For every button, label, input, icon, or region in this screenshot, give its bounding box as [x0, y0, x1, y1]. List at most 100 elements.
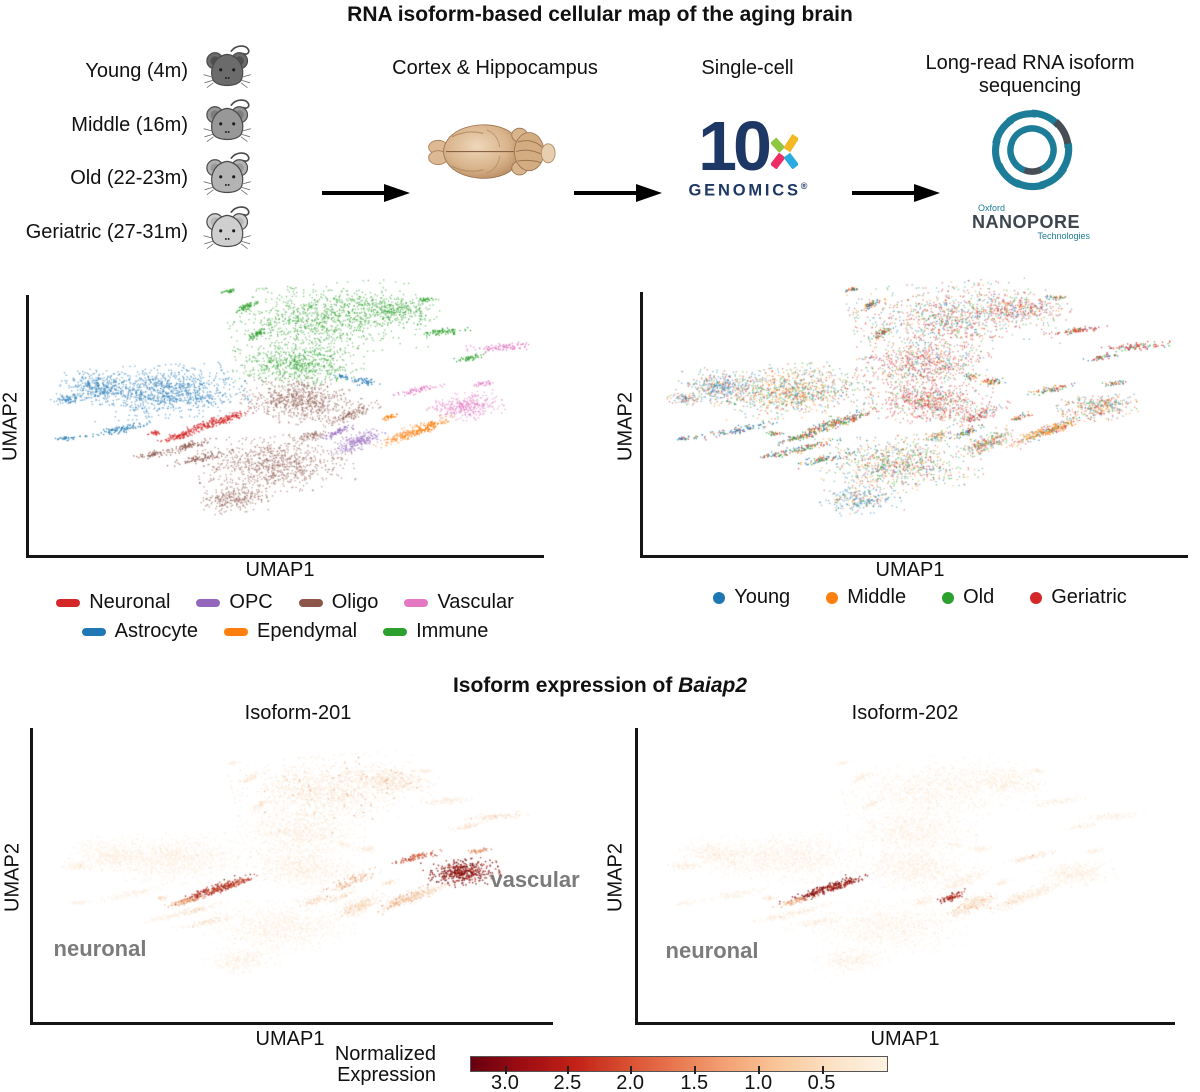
age-group-row: Old (22-23m) — [28, 152, 254, 205]
celltype-legend: Neuronal OPC Oligo Vascular Astrocyte Ependym… — [16, 591, 554, 649]
mouse-brain-icon — [426, 110, 556, 199]
step-cortex-label: Cortex & Hippocampus — [392, 57, 598, 79]
isoform202-xlabel: UMAP1 — [870, 1028, 940, 1050]
legend-label: OPC — [229, 591, 273, 613]
legend-dot — [942, 591, 955, 604]
legend-item: Old — [942, 586, 994, 609]
legend-label: Immune — [416, 620, 489, 642]
mouse-icon — [202, 97, 254, 154]
umap-isoform202-canvas — [640, 732, 1168, 1020]
tenx-genomics-logo: 10 GENOMICS® — [680, 107, 816, 201]
colorbar-tick-label: 0.5 — [807, 1072, 836, 1092]
legend-label: Middle — [847, 586, 907, 608]
colorbar-tick — [758, 1066, 761, 1074]
mouse-icon — [202, 43, 254, 100]
annotation-neuronal-202: neuronal — [665, 938, 759, 963]
nanopore-logo: Oxford NANOPORE Technologies — [972, 102, 1092, 241]
legend-swatch — [224, 627, 249, 636]
legend-label: Oligo — [331, 591, 379, 613]
legend-item: Ependymal — [224, 620, 357, 643]
isoform-section-title: Isoform expression of Baiap2 — [0, 674, 1200, 698]
celltype-legend-row: Astrocyte Ependymal Immune — [16, 620, 554, 643]
umap-isoform201-canvas — [34, 732, 552, 1020]
isoform202-axes — [635, 728, 1175, 1025]
colorbar-label-line2: Expression — [337, 1064, 436, 1086]
legend-item: OPC — [196, 591, 273, 614]
legend-item: Vascular — [404, 591, 514, 614]
colorbar-tick — [504, 1066, 507, 1074]
age-xlabel: UMAP1 — [875, 559, 945, 581]
age-group-row: Middle (16m) — [28, 97, 254, 154]
colorbar-tick — [567, 1066, 570, 1074]
arrow-2-icon — [574, 184, 662, 207]
age-group-label: Young (4m) — [85, 60, 188, 82]
legend-label: Young — [734, 586, 791, 608]
legend-swatch — [383, 627, 408, 636]
celltype-xlabel: UMAP1 — [245, 559, 315, 581]
legend-swatch — [196, 598, 221, 607]
workflow-row: Young (4m) Middle (16m) Old (22-23m) — [0, 40, 1200, 265]
umap-celltype-canvas — [30, 274, 550, 552]
nanopore-wordmark: NANOPORE — [972, 212, 1081, 232]
age-group-label: Old (22-23m) — [70, 167, 188, 189]
annotation-vascular: vascular — [490, 867, 580, 892]
colorbar-tick-label: 1.0 — [744, 1072, 773, 1092]
age-axes — [640, 292, 1188, 558]
age-legend: Young Middle Old Geriatric — [660, 586, 1180, 609]
legend-swatch — [298, 598, 323, 607]
step-singlecell-label: Single-cell — [701, 57, 794, 79]
legend-item: Oligo — [298, 591, 379, 614]
colorbar-tick-label: 1.5 — [680, 1072, 709, 1092]
colorbar-label-line1: Normalized — [334, 1043, 436, 1065]
nanopore-oxford-label: Oxford — [978, 203, 1006, 213]
legend-item: Middle — [826, 586, 906, 609]
mouse-icon — [202, 150, 254, 207]
legend-swatch — [404, 598, 429, 607]
tenx-number: 10 — [698, 107, 772, 185]
colorbar-tick-label: 2.5 — [553, 1072, 582, 1092]
age-group-label: Geriatric (27-31m) — [25, 220, 188, 243]
umap-age-canvas — [646, 272, 1186, 554]
step-longread-line1: Long-read RNA isoform — [925, 52, 1135, 74]
legend-label: Astrocyte — [114, 620, 199, 642]
legend-label: Geriatric — [1051, 586, 1127, 608]
age-group-row: Young (4m) — [28, 45, 254, 98]
colorbar-tick — [821, 1066, 824, 1074]
nanopore-technologies-label: Technologies — [1037, 231, 1090, 241]
arrow-1-icon — [322, 184, 410, 207]
tenx-wordmark: GENOMICS® — [688, 181, 808, 200]
step-longread-label: Long-read RNA isoform sequencing — [925, 52, 1135, 98]
colorbar-tick-label: 2.0 — [616, 1072, 645, 1092]
colorbar-tick — [694, 1066, 697, 1074]
annotation-neuronal-201: neuronal — [53, 936, 147, 961]
isoform202-ylabel: UMAP2 — [604, 843, 627, 912]
figure-title: RNA isoform-based cellular map of the ag… — [347, 3, 853, 26]
isoform201-title: Isoform-201 — [244, 702, 352, 724]
age-ylabel: UMAP2 — [614, 392, 637, 461]
legend-dot — [713, 591, 726, 604]
legend-label: Old — [963, 586, 995, 608]
isoform202-title: Isoform-202 — [851, 702, 959, 724]
legend-item: Immune — [383, 620, 488, 643]
legend-dot — [826, 591, 839, 604]
legend-item: Young — [713, 586, 790, 609]
tenx-x-icon — [769, 126, 800, 174]
isoform201-xlabel: UMAP1 — [255, 1028, 325, 1050]
legend-label: Vascular — [437, 591, 514, 613]
celltype-axes — [26, 295, 544, 558]
celltype-legend-row: Neuronal OPC Oligo Vascular — [16, 591, 554, 614]
colorbar-tick — [630, 1066, 633, 1074]
legend-label: Ependymal — [257, 620, 358, 642]
legend-label: Neuronal — [89, 591, 171, 613]
step-longread-line2: sequencing — [978, 75, 1082, 97]
legend-swatch — [56, 598, 81, 607]
mouse-icon — [202, 204, 254, 261]
age-group-label: Middle (16m) — [71, 113, 188, 136]
legend-dot — [1030, 591, 1043, 604]
legend-item: Neuronal — [56, 591, 170, 614]
age-group-row: Geriatric (27-31m) — [25, 204, 254, 261]
celltype-ylabel: UMAP2 — [0, 392, 22, 461]
arrow-3-icon — [852, 184, 940, 207]
colorbar-label: Normalized Expression — [240, 1044, 436, 1086]
